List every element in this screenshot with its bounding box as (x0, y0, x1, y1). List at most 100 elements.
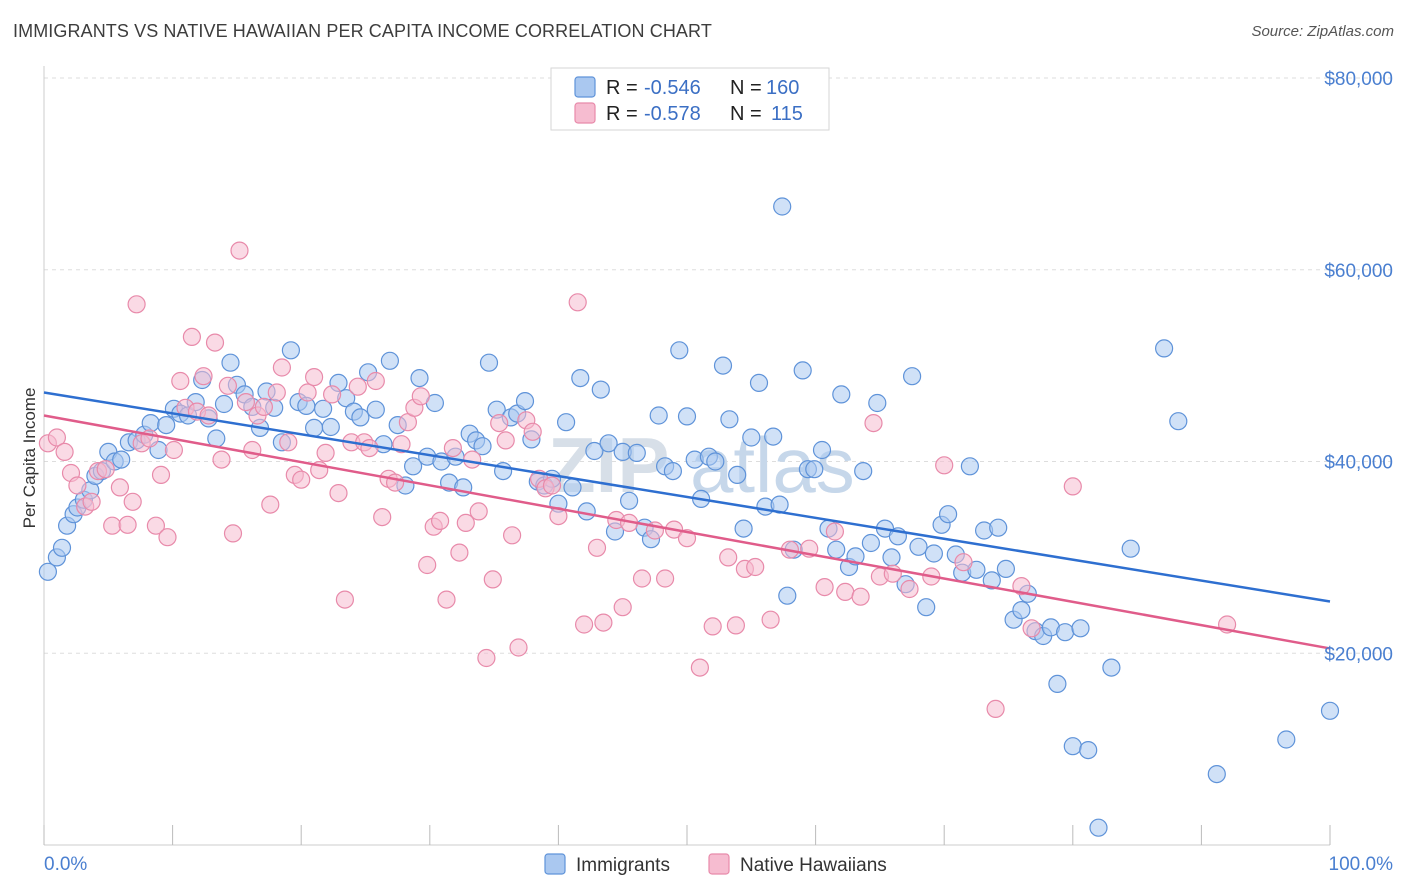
native-hawaiians-point-19 (164, 440, 183, 460)
native-hawaiians-point-83 (587, 538, 607, 557)
y-tick-labels: $20,000 $40,000 $60,000 $80,000 (1324, 69, 1393, 665)
native-hawaiians-point-73 (502, 526, 522, 545)
legend-box: R = -0.546 N = 160 R = -0.578 N = 115 (550, 67, 830, 131)
immigrants-point-150 (1121, 539, 1140, 558)
immigrants-point-73 (556, 413, 576, 432)
native-hawaiians-point-37 (272, 358, 291, 377)
native-hawaiians-point-32 (243, 440, 262, 460)
native-hawaiians-point-35 (261, 495, 280, 514)
immigrants-point-79 (599, 434, 618, 453)
native-hawaiians-point-59 (411, 387, 430, 406)
native-hawaiians-point-30 (230, 241, 249, 260)
native-hawaiians-point-38 (279, 433, 298, 452)
native-hawaiians-point-65 (450, 543, 469, 562)
immigrants-point-123 (902, 367, 922, 386)
native-hawaiians-point-13 (127, 295, 146, 314)
immigrants-point-44 (351, 408, 370, 427)
native-hawaiians-point-22 (182, 327, 201, 346)
immigrants-point-89 (670, 341, 689, 360)
native-hawaiians-point-103 (825, 522, 845, 541)
native-hawaiians-point-116 (1063, 477, 1082, 496)
immigrants-point-113 (832, 385, 851, 404)
immigrants-point-155 (1320, 701, 1340, 720)
immigrants-point-104 (773, 197, 792, 216)
native-hawaiians-point-24 (194, 367, 213, 386)
immigrants-point-16 (141, 414, 160, 433)
immigrants-point-90 (677, 407, 697, 426)
immigrants-point-12 (112, 450, 131, 469)
native-hawaiians-point-31 (236, 393, 255, 412)
native-hawaiians-point-111 (935, 456, 954, 475)
immigrants-point-147 (1079, 740, 1098, 760)
immigrants-point-94 (706, 452, 725, 471)
legend-n-value-immigrants: 160 (766, 77, 799, 99)
native-hawaiians-point-41 (298, 383, 317, 402)
legend-swatch-immigrants (574, 76, 596, 98)
native-hawaiians-point-26 (205, 333, 225, 352)
native-hawaiians-point-84 (594, 613, 613, 632)
immigrants-point-46 (366, 400, 385, 419)
native-hawaiians-point-16 (146, 516, 165, 535)
immigrants-point-98 (734, 519, 753, 538)
native-hawaiians-point-115 (1022, 619, 1041, 638)
native-hawaiians-point-27 (212, 450, 231, 469)
native-hawaiians-point-45 (323, 385, 342, 404)
x-tick-labels: 0.0% 100.0% (44, 854, 1393, 875)
native-hawaiians-point-56 (392, 435, 411, 454)
native-hawaiians-point-63 (437, 590, 456, 609)
immigrants-point-126 (924, 544, 944, 563)
native-hawaiians-point-47 (335, 590, 354, 609)
legend-swatch-native-hawaiians (574, 102, 596, 124)
immigrants-point-0 (38, 562, 58, 581)
immigrants-point-136 (996, 559, 1016, 579)
native-hawaiians-point-88 (632, 569, 652, 588)
native-hawaiians-point-69 (477, 648, 496, 668)
x-tick-label-min: 0.0% (44, 854, 87, 875)
bottom-legend-swatch-native-hawaiians (708, 853, 730, 875)
immigrants-point-148 (1089, 818, 1108, 837)
immigrants-point-152 (1169, 412, 1188, 431)
native-hawaiians-point-36 (267, 383, 286, 402)
immigrants-point-149 (1102, 658, 1121, 677)
native-hawaiians-point-104 (836, 582, 855, 602)
watermark-zip: ZIP (548, 421, 669, 509)
immigrants-point-95 (713, 356, 733, 375)
axes (43, 66, 1331, 846)
legend-r-label-immigrants: R = (606, 77, 638, 99)
native-hawaiians-point-106 (864, 414, 883, 433)
native-hawaiians-point-71 (490, 414, 509, 433)
immigrants-point-96 (720, 410, 739, 429)
native-hawaiians-point-12 (123, 492, 142, 511)
legend-n-label-immigrants: N = (730, 77, 762, 99)
immigrants-point-120 (882, 548, 901, 567)
native-hawaiians-point-113 (986, 699, 1005, 719)
native-hawaiians-point-70 (483, 570, 502, 589)
y-tick-label-2: $60,000 (1324, 261, 1393, 282)
immigrants-point-102 (764, 427, 783, 446)
native-hawaiians-point-96 (726, 616, 746, 635)
immigrants-point-146 (1071, 619, 1090, 638)
immigrants-trend-line (43, 391, 1331, 603)
legend-n-label-native-hawaiians: N = (730, 103, 762, 125)
legend-r-value-immigrants: -0.546 (644, 77, 701, 99)
immigrants-point-124 (909, 537, 928, 556)
legend-r-label-native-hawaiians: R = (606, 103, 638, 125)
immigrants-point-125 (917, 598, 936, 617)
native-hawaiians-point-52 (366, 371, 385, 391)
immigrants-points (38, 197, 1340, 837)
immigrants-point-110 (812, 440, 832, 460)
immigrants-point-131 (960, 457, 980, 476)
native-hawaiians-point-60 (418, 555, 437, 575)
immigrants-point-61 (473, 437, 492, 456)
y-tick-label-0: $20,000 (1324, 644, 1393, 665)
bottom-legend-swatch-immigrants (544, 853, 566, 875)
immigrants-point-83 (627, 443, 646, 462)
immigrants-point-117 (861, 533, 881, 553)
native-hawaiians-point-81 (568, 293, 587, 312)
native-hawaiians-point-66 (456, 513, 475, 533)
native-hawaiians-point-11 (118, 515, 137, 534)
native-hawaiians-point-29 (223, 524, 243, 543)
immigrants-point-105 (778, 586, 797, 605)
bottom-legend-label-native-hawaiians: Native Hawaiians (740, 855, 887, 876)
native-hawaiians-point-67 (463, 450, 482, 469)
